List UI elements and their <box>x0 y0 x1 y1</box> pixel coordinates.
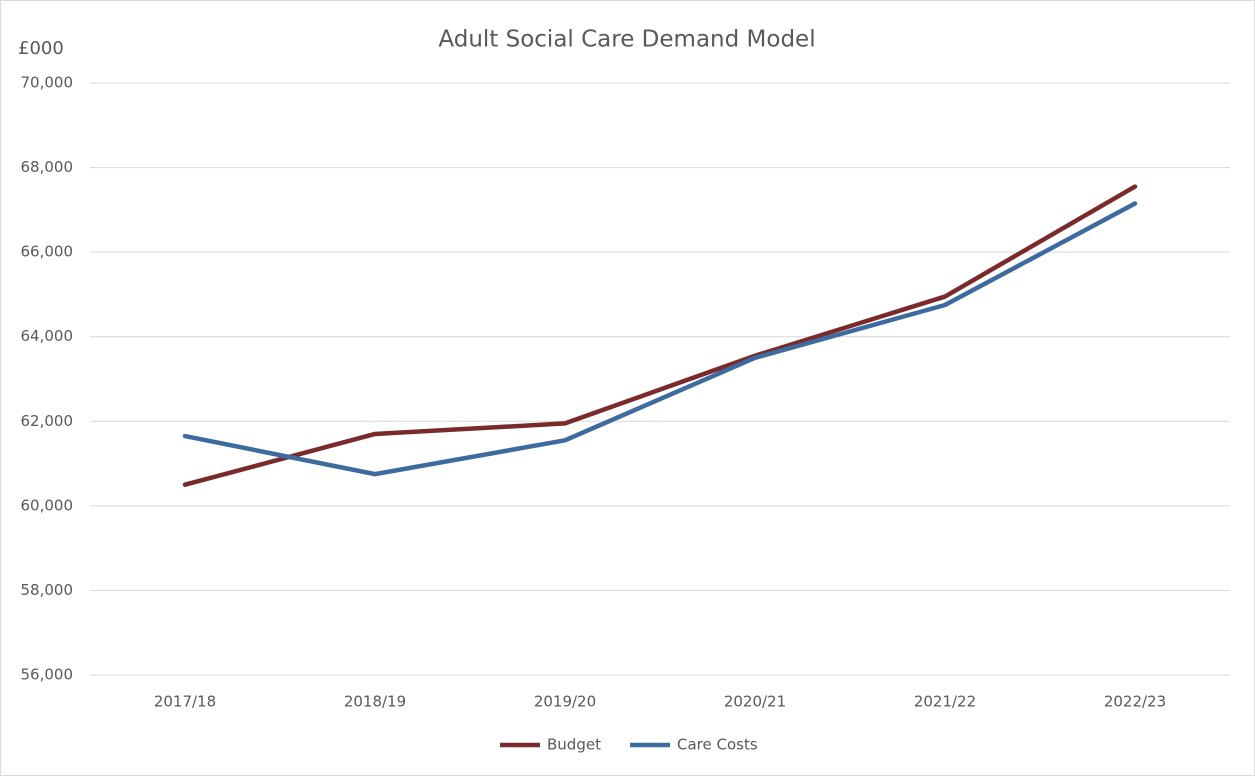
y-axis-label: £000 <box>18 38 64 59</box>
y-tick-label: 64,000 <box>21 327 74 345</box>
x-tick-label: 2019/20 <box>534 693 596 711</box>
legend-label: Budget <box>547 736 601 754</box>
legend-label: Care Costs <box>677 736 758 754</box>
y-tick-label: 56,000 <box>21 666 74 684</box>
data-line <box>182 201 1138 477</box>
x-tick-label: 2021/22 <box>914 693 976 711</box>
x-tick-label: 2022/23 <box>1104 693 1166 711</box>
x-tick-label: 2018/19 <box>344 693 406 711</box>
chart-title: Adult Social Care Demand Model <box>438 27 815 53</box>
y-tick-label: 60,000 <box>21 496 74 514</box>
data-line <box>182 184 1138 487</box>
y-tick-label: 68,000 <box>21 158 74 176</box>
y-tick-label: 58,000 <box>21 581 74 599</box>
y-tick-label: 62,000 <box>21 412 74 430</box>
x-tick-label: 2017/18 <box>154 693 216 711</box>
y-tick-label: 66,000 <box>21 243 74 261</box>
x-tick-label: 2020/21 <box>724 693 786 711</box>
y-tick-label: 70,000 <box>21 74 74 92</box>
